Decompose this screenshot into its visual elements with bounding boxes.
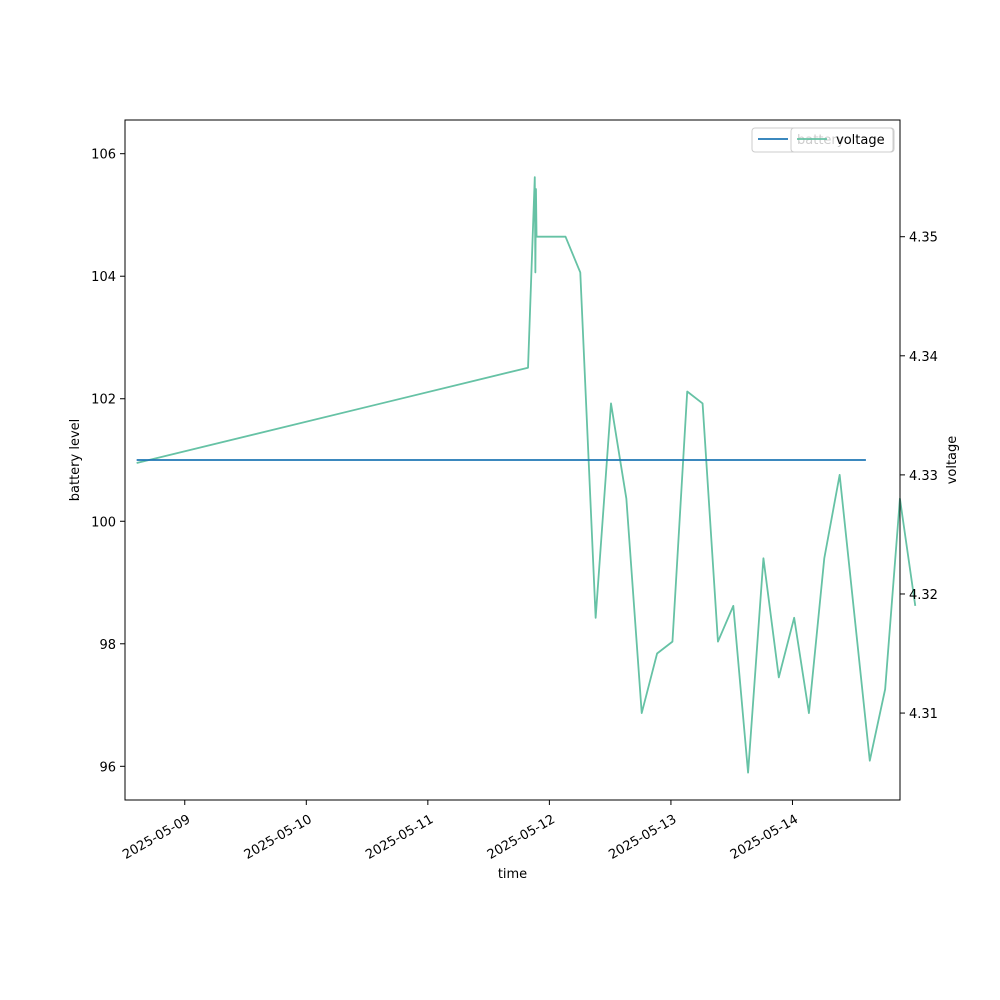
legend: batteryvoltage xyxy=(751,127,895,153)
y-left-tick-label: 98 xyxy=(99,638,116,653)
y-right-tick-label: 4.34 xyxy=(909,350,938,365)
y-left-tick-label: 102 xyxy=(91,393,116,408)
y-left-tick-label: 96 xyxy=(99,760,116,775)
y-right-tick-label: 4.35 xyxy=(909,231,938,246)
series-line-voltage xyxy=(136,176,917,774)
y-right-tick-label: 4.33 xyxy=(909,469,938,484)
x-axis-label: time xyxy=(498,867,527,882)
axes-frame xyxy=(124,119,901,801)
y-left-tick-label: 104 xyxy=(91,270,116,285)
y-left-tick-label: 106 xyxy=(91,148,116,163)
y-left-tick-label: 100 xyxy=(91,515,116,530)
y-left-axis-label: battery level xyxy=(68,419,83,502)
legend-label-voltage: voltage xyxy=(836,133,885,148)
series-layer xyxy=(136,176,917,774)
y-right-axis-label: voltage xyxy=(945,436,960,485)
y-right-tick-label: 4.31 xyxy=(909,707,938,722)
legend-box-right xyxy=(790,127,894,153)
y-right-tick-label: 4.32 xyxy=(909,588,938,603)
